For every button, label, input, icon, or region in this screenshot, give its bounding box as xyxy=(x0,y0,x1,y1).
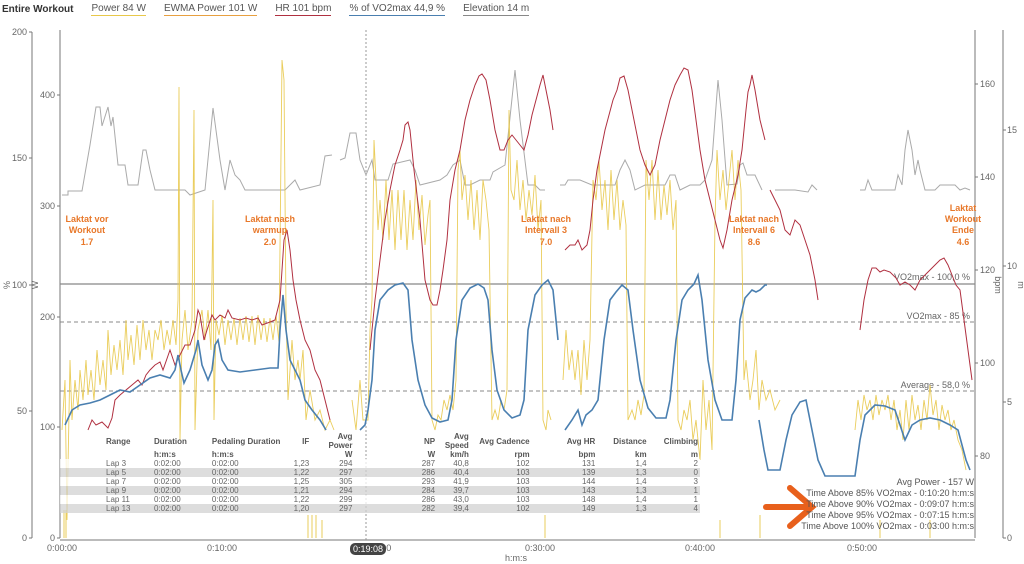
w-axis: 400 300 200 100 0 W xyxy=(30,30,61,543)
svg-text:8.6: 8.6 xyxy=(748,237,761,247)
svg-text:200: 200 xyxy=(40,312,55,322)
power-line xyxy=(61,59,967,521)
svg-text:1.7: 1.7 xyxy=(81,237,94,247)
svg-text:4.6: 4.6 xyxy=(957,237,970,247)
lactate-annotation-2: Laktat nach warmup 2.0 xyxy=(245,214,295,247)
vo2max-stats: Avg Power - 157 W Time Above 85% VO2max … xyxy=(801,477,974,532)
svg-text:W: W xyxy=(30,280,40,289)
vo2max-85-label: VO2max - 85 % xyxy=(906,311,970,321)
svg-text:Ende: Ende xyxy=(952,225,974,235)
legend-item-elevation[interactable]: Elevation 14 m xyxy=(463,2,530,16)
cursor-time-badge[interactable]: 0:19:08 xyxy=(350,543,387,555)
svg-text:m: m xyxy=(1016,281,1024,289)
svg-text:0:50:00: 0:50:00 xyxy=(847,543,877,553)
svg-text:2.0: 2.0 xyxy=(264,237,277,247)
svg-text:Laktat nach: Laktat nach xyxy=(245,214,295,224)
average-label: Average - 58,0 % xyxy=(901,380,970,390)
svg-text:Laktat: Laktat xyxy=(950,203,977,213)
svg-text:Laktat nach: Laktat nach xyxy=(521,214,571,224)
reference-lines: VO2max - 100,0 % VO2max - 85 % Average -… xyxy=(60,272,975,392)
svg-text:5: 5 xyxy=(1007,397,1012,407)
svg-text:150: 150 xyxy=(12,153,27,163)
svg-text:15: 15 xyxy=(1007,125,1017,135)
power-dropouts xyxy=(63,510,931,538)
svg-text:0:00:00: 0:00:00 xyxy=(47,543,77,553)
svg-text:0: 0 xyxy=(50,533,55,543)
table-row[interactable]: Lap 7 0:02:00 0:02:00 1,25 305 293 41,9 103 144 1… xyxy=(60,477,700,486)
svg-text:Intervall 6: Intervall 6 xyxy=(733,225,775,235)
svg-text:0:30:00: 0:30:00 xyxy=(525,543,555,553)
time-above-85-stat: Time Above 85% VO2max - 0:10:20 h:m:s xyxy=(806,488,974,498)
svg-text:0:10:00: 0:10:00 xyxy=(207,543,237,553)
bpm-axis: 160 140 120 100 80 bpm xyxy=(974,30,1003,538)
table-row[interactable]: Lap 3 0:02:00 0:02:00 1,23 294 287 40,8 102 131 1… xyxy=(60,459,700,468)
svg-text:10: 10 xyxy=(1007,261,1017,271)
table-row[interactable]: Lap 9 0:02:00 0:02:00 1,21 294 284 39,7 103 143 1… xyxy=(60,486,700,495)
arrow-icon xyxy=(763,485,817,529)
table-row[interactable]: Lap 5 0:02:00 0:02:00 1,22 297 286 40,4 103 139 1… xyxy=(60,468,700,477)
svg-text:120: 120 xyxy=(980,265,995,275)
legend-item-hr[interactable]: HR 101 bpm xyxy=(275,2,332,16)
svg-text:0:40:00: 0:40:00 xyxy=(685,543,715,553)
legend-item-vo2max[interactable]: % of VO2max 44,9 % xyxy=(349,2,446,16)
svg-text:400: 400 xyxy=(40,90,55,100)
x-axis: 0:00:00 0:10:00 0:30:00 0:40:00 0:50:00 … xyxy=(47,539,975,553)
vo2max-line xyxy=(64,272,971,477)
svg-text:warmup: warmup xyxy=(252,225,288,235)
lactate-annotation-4: Laktat nach Intervall 6 8.6 xyxy=(729,214,779,247)
svg-text:Laktat vor: Laktat vor xyxy=(65,214,109,224)
lactate-annotation-3: Laktat nach Intervall 3 7.0 xyxy=(521,214,571,247)
svg-text:100: 100 xyxy=(12,280,27,290)
svg-text:Laktat nach: Laktat nach xyxy=(729,214,779,224)
svg-text:80: 80 xyxy=(980,451,990,461)
svg-text:50: 50 xyxy=(17,406,27,416)
legend-title: Entire Workout xyxy=(2,3,74,15)
hr-line xyxy=(87,67,973,431)
svg-text:0: 0 xyxy=(1007,533,1012,543)
time-above-95-stat: Time Above 95% VO2max - 0:07:15 h:m:s xyxy=(806,510,974,520)
lactate-annotation-5: Laktat Workout Ende 4.6 xyxy=(945,203,981,247)
legend-item-ewma-power[interactable]: EWMA Power 101 W xyxy=(163,2,258,16)
svg-text:%: % xyxy=(2,281,12,289)
elevation-line xyxy=(62,69,971,196)
svg-text:300: 300 xyxy=(40,201,55,211)
elevation-axis: 15 10 5 0 m xyxy=(1002,30,1024,543)
table-row[interactable]: Lap 13 0:02:00 0:02:00 1,20 297 282 39,4 102 149… xyxy=(60,504,700,513)
x-axis-label: h:m:s xyxy=(505,553,528,563)
table-row[interactable]: Lap 11 0:02:00 0:02:00 1,22 299 286 43,0 103 148… xyxy=(60,495,700,504)
avg-power-stat: Avg Power - 157 W xyxy=(896,477,974,487)
svg-text:160: 160 xyxy=(980,79,995,89)
svg-text:140: 140 xyxy=(980,172,995,182)
lap-summary-table: Range Duration Pedaling Duration IF Avg … xyxy=(60,432,700,513)
svg-text:100: 100 xyxy=(980,358,995,368)
svg-text:Workout: Workout xyxy=(69,225,105,235)
svg-text:bpm: bpm xyxy=(993,276,1003,294)
svg-text:200: 200 xyxy=(12,27,27,37)
time-above-100-stat: Time Above 100% VO2max - 0:03:00 h:m:s xyxy=(801,521,974,531)
pct-axis: 200 150 100 50 0 % xyxy=(2,27,33,543)
svg-text:Intervall 3: Intervall 3 xyxy=(525,225,567,235)
chart-legend: Entire Workout Power 84 W EWMA Power 101… xyxy=(0,0,1024,18)
svg-text:7.0: 7.0 xyxy=(540,237,553,247)
vo2max-100-label: VO2max - 100,0 % xyxy=(894,272,970,282)
svg-text:0: 0 xyxy=(22,533,27,543)
time-above-90-stat: Time Above 90% VO2max - 0:09:07 h:m:s xyxy=(806,499,974,509)
legend-item-power[interactable]: Power 84 W xyxy=(91,2,146,16)
svg-text:100: 100 xyxy=(40,422,55,432)
lactate-annotation-1: Laktat vor Workout 1.7 xyxy=(65,214,109,247)
svg-text:Workout: Workout xyxy=(945,214,981,224)
